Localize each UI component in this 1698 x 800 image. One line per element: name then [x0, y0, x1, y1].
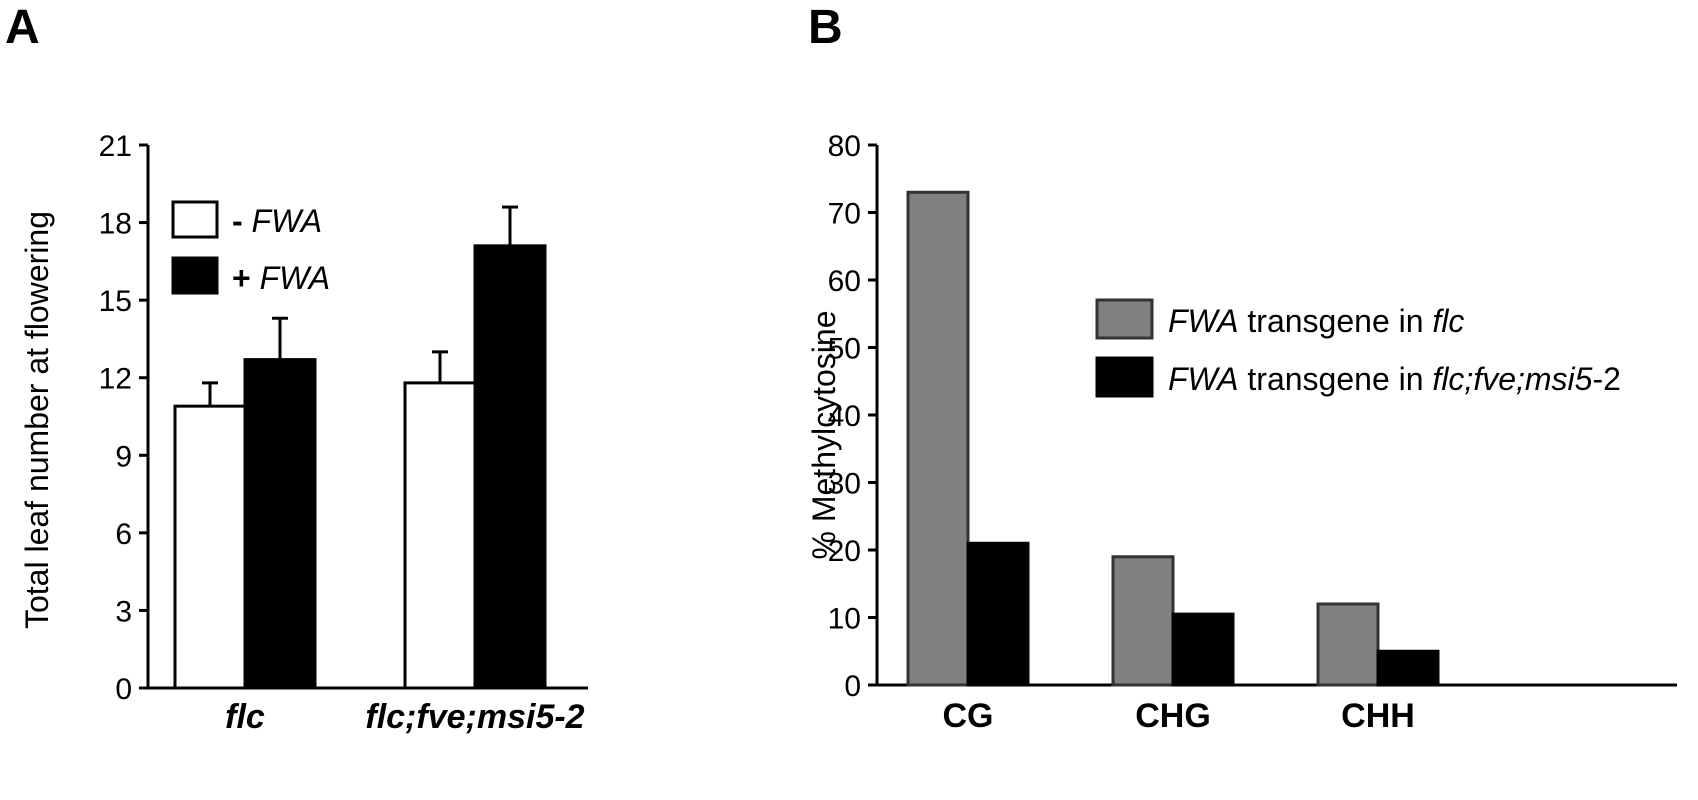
- panel-b-ytick-label-60: 60: [828, 265, 861, 298]
- panel-b-category-chg: CHG: [1135, 697, 1211, 735]
- legend-label-triple: FWA transgene in flc;fve;msi5-2: [1168, 361, 1621, 397]
- legend-swatch-minus-fwa: [171, 200, 219, 239]
- panel-b-bars: [906, 190, 1440, 687]
- panel-b-bar-cg-0: [906, 190, 970, 687]
- panel-b-legend: FWA transgene in flc FWA transgene in fl…: [1095, 298, 1621, 398]
- panel-b-ytick-label-40: 40: [828, 400, 861, 433]
- panel-a-letter: A: [5, 1, 40, 54]
- panel-b-bar-chh-1: [1376, 649, 1440, 687]
- panel-b-ytick-label-30: 30: [828, 468, 861, 501]
- panel-a-ytick-label-6: 6: [115, 518, 132, 551]
- legend-rest-triple: transgene in: [1239, 361, 1433, 397]
- legend-swatch-flc: [1095, 298, 1154, 340]
- panel-b-category-chh: CHH: [1341, 697, 1415, 735]
- panel-b-bar-chg-0: [1111, 555, 1175, 687]
- panel-a-ylabel: Total leaf number at flowering: [19, 211, 55, 629]
- panel-a-ytick-label-21: 21: [99, 130, 132, 163]
- panel-a-chart: Total leaf number at flowering 0 3 6 9 12 15 1…: [19, 130, 588, 736]
- panel-a-bar-flc-fve-msi5-2-0: [403, 381, 477, 690]
- panel-b-ytick-label-70: 70: [828, 198, 861, 231]
- panel-b-category-cg: CG: [943, 697, 994, 735]
- legend-swatch-plus-fwa: [171, 256, 219, 295]
- panel-b-ytick-label-0: 0: [844, 670, 861, 703]
- legend-rest-flc: transgene in: [1239, 303, 1433, 339]
- panel-b-bar-cg-1: [966, 541, 1030, 687]
- legend-gene-flc: FWA: [1168, 303, 1239, 339]
- panel-a-ytick-label-0: 0: [115, 673, 132, 706]
- legend-label-flc: FWA transgene in flc: [1168, 303, 1464, 339]
- legend-sign-plus: +: [232, 260, 251, 296]
- panel-a-bar-flc-1: [243, 358, 317, 690]
- panel-a-ytick-label-15: 15: [99, 285, 132, 318]
- panel-b-ytick-label-50: 50: [828, 333, 861, 366]
- panel-a-ytick-label-9: 9: [115, 440, 132, 473]
- panel-a-categories: flc flc;fve;msi5-2: [225, 698, 585, 736]
- panel-a-ytick-label-18: 18: [99, 208, 132, 241]
- panel-a-ytick-label-3: 3: [115, 595, 132, 628]
- panel-b-ytick-label-80: 80: [828, 130, 861, 163]
- panel-a-bars: [173, 205, 547, 690]
- panel-b-ytick-label-20: 20: [828, 535, 861, 568]
- legend-swatch-triple: [1095, 356, 1154, 398]
- legend-bg-triple: flc;fve;msi5: [1432, 361, 1592, 397]
- panel-a-bar-flc-0: [173, 404, 247, 690]
- legend-gene-triple: FWA: [1168, 361, 1239, 397]
- legend-suffix-triple: -2: [1592, 361, 1620, 397]
- panel-b-bar-chg-1: [1171, 612, 1235, 687]
- legend-gene-minus: FWA: [252, 203, 323, 239]
- legend-gene-plus: FWA: [260, 260, 331, 296]
- legend-bg-flc: flc: [1432, 303, 1464, 339]
- panel-a-legend: - FWA + FWA: [171, 200, 330, 296]
- panel-a-ytick-label-12: 12: [99, 363, 132, 396]
- panel-b-letter: B: [808, 1, 843, 54]
- panel-a-category-flc-fve-msi5-2: flc;fve;msi5-2: [365, 698, 584, 736]
- panel-b-categories: CG CHG CHH: [943, 697, 1415, 735]
- panel-b-ylabel: % Methylcytosine: [806, 311, 842, 560]
- legend-sign-minus: -: [232, 203, 243, 239]
- panel-a-category-flc: flc: [225, 698, 265, 736]
- panel-b-chart: % Methylcytosine 0 10 20 30 40 50 60 70 80 CG CHG…: [806, 130, 1677, 735]
- legend-label-minus-fwa: - FWA: [232, 203, 322, 239]
- legend-label-plus-fwa: + FWA: [232, 260, 330, 296]
- panel-a-bar-flc-fve-msi5-2-1: [473, 244, 547, 690]
- panel-b-ytick-label-10: 10: [828, 603, 861, 636]
- panel-b-bar-chh-0: [1316, 602, 1380, 687]
